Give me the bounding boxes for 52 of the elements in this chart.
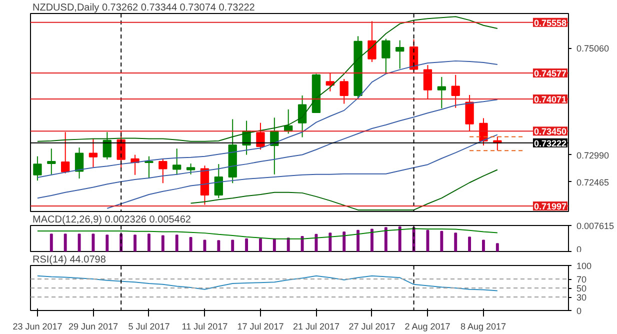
candlestick xyxy=(33,156,42,182)
y-tick-label: 0.72990 xyxy=(576,150,610,160)
candlestick xyxy=(158,158,168,184)
candlestick xyxy=(340,78,348,104)
candlestick xyxy=(102,132,112,160)
x-tick-label: 21 Jul 2017 xyxy=(292,322,340,332)
candlestick xyxy=(144,156,154,179)
ref-line-label: 0.71997 xyxy=(534,201,567,212)
candlestick xyxy=(465,94,474,132)
y-tick-label: 0.007615 xyxy=(576,221,614,231)
chart-title: MACD(12,26,9) 0.002326 0.005462 xyxy=(32,214,192,226)
candlestick xyxy=(451,74,460,108)
y-tick-label: 30 xyxy=(576,292,587,302)
x-tick-label: 8 Aug 2017 xyxy=(460,322,506,332)
candlestick xyxy=(396,40,404,70)
x-tick-label: 11 Jul 2017 xyxy=(182,322,228,332)
line-series xyxy=(36,275,498,292)
candlestick xyxy=(214,164,223,199)
ref-line-label: 0.73222 xyxy=(534,138,567,148)
candlestick xyxy=(47,148,56,175)
chart-title: RSI(14) 44.0798 xyxy=(32,254,106,266)
candlestick xyxy=(172,148,182,176)
x-tick-label: 5 Jul 2017 xyxy=(128,322,170,332)
ref-line-label: 0.74577 xyxy=(534,68,567,78)
candlestick xyxy=(382,38,390,74)
line-series xyxy=(36,228,498,240)
candlestick xyxy=(437,76,446,109)
y-tick-label: 0 xyxy=(576,306,582,316)
candlestick xyxy=(256,122,265,150)
y-tick-label: 0.72465 xyxy=(576,177,610,188)
x-tick-label: 29 Jun 2017 xyxy=(68,322,118,332)
candlestick xyxy=(298,94,307,138)
x-tick-label: 2 Aug 2017 xyxy=(404,322,450,332)
x-tick-label: 27 Jul 2017 xyxy=(348,322,396,332)
chart-title: NZDUSD,Daily 0.73262 0.73344 0.73074 0.73222 xyxy=(32,2,255,14)
y-tick-label: 0.75060 xyxy=(576,44,610,54)
x-tick-label: 17 Jul 2017 xyxy=(237,322,284,332)
y-tick-label: 70 xyxy=(576,274,587,284)
line-series xyxy=(36,99,498,199)
x-tick-label: 23 Jun 2017 xyxy=(12,322,62,332)
y-tick-label: 100 xyxy=(576,261,592,271)
candlestick xyxy=(61,132,70,174)
candlestick xyxy=(368,20,376,62)
ref-line-label: 0.74071 xyxy=(534,94,567,105)
ref-line-label: 0.73450 xyxy=(534,126,567,137)
line-series xyxy=(190,169,498,210)
ref-line-label: 0.75558 xyxy=(534,18,567,28)
candlestick xyxy=(74,147,84,179)
y-tick-label: 50 xyxy=(576,284,587,294)
candlestick xyxy=(88,138,98,168)
candlestick xyxy=(186,163,196,175)
candlestick xyxy=(423,64,432,100)
